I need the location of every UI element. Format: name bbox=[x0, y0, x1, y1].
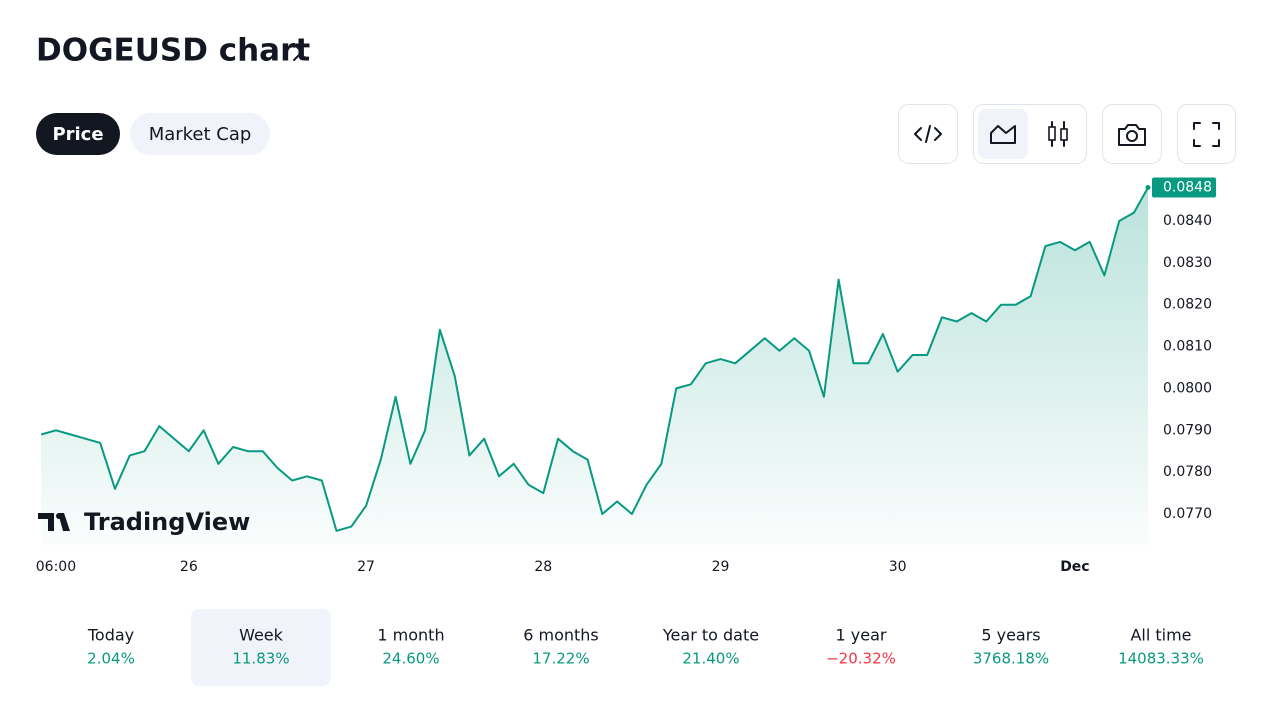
y-tick-label: 0.0820 bbox=[1163, 297, 1212, 313]
tab-background bbox=[36, 113, 120, 155]
y-tick-label: 0.0780 bbox=[1163, 464, 1212, 480]
tab-label[interactable]: Market Cap bbox=[149, 124, 252, 145]
candle-style-button[interactable] bbox=[1048, 121, 1068, 147]
last-point bbox=[1145, 185, 1151, 191]
stat-change[interactable]: 11.83% bbox=[232, 650, 289, 668]
y-tick-label: 0.0810 bbox=[1163, 339, 1212, 355]
tab[interactable]: Market Cap bbox=[130, 113, 270, 155]
stat-period[interactable]: 1 month bbox=[377, 626, 444, 645]
price-line bbox=[40, 187, 1149, 532]
stat-change[interactable]: −20.32% bbox=[826, 650, 896, 668]
watermark-text: TradingView bbox=[84, 508, 250, 536]
stat-change[interactable]: 3768.18% bbox=[973, 650, 1049, 668]
stat-period[interactable]: 5 years bbox=[981, 626, 1040, 645]
last-price-label: 0.0848 bbox=[1163, 180, 1212, 196]
x-tick-label: 29 bbox=[712, 559, 730, 575]
embed-button[interactable] bbox=[898, 104, 958, 164]
stat-period[interactable]: 6 months bbox=[523, 626, 599, 645]
x-tick-label: 28 bbox=[534, 559, 552, 575]
stat-change[interactable]: 17.22% bbox=[532, 650, 589, 668]
stat-period[interactable]: Week bbox=[239, 626, 284, 645]
tab[interactable]: Price bbox=[36, 113, 120, 155]
stat-item[interactable]: All time 14083.33% bbox=[1118, 626, 1204, 668]
x-tick-label: Dec bbox=[1060, 559, 1089, 575]
stat-item[interactable]: 1 year −20.32% bbox=[826, 626, 896, 668]
x-tick-label: 30 bbox=[889, 559, 907, 575]
tradingview-watermark: TradingView bbox=[38, 508, 250, 536]
watermark-logo bbox=[38, 513, 70, 531]
x-tick-label: 27 bbox=[357, 559, 375, 575]
chart-style-group bbox=[973, 104, 1087, 164]
x-tick-label: 26 bbox=[180, 559, 198, 575]
stat-change[interactable]: 14083.33% bbox=[1118, 650, 1204, 668]
stat-period[interactable]: Today bbox=[87, 626, 134, 645]
chart: 0.0770 0.0780 0.0790 0.0800 0.0810 0.0820 0.08… bbox=[36, 177, 1216, 575]
title-chevron[interactable] bbox=[293, 43, 303, 61]
y-tick-label: 0.0770 bbox=[1163, 506, 1212, 522]
y-tick-label: 0.0830 bbox=[1163, 255, 1212, 271]
performance-stats: Today 2.04% Week 11.83% 1 month 24.60% 6 month… bbox=[87, 609, 1204, 686]
y-tick-label: 0.0840 bbox=[1163, 213, 1212, 229]
stat-change[interactable]: 24.60% bbox=[382, 650, 439, 668]
tab-label[interactable]: Price bbox=[52, 124, 103, 145]
stat-period[interactable]: All time bbox=[1130, 626, 1191, 645]
watermark-logo-dot bbox=[56, 513, 62, 519]
stat-item[interactable]: Year to date 21.40% bbox=[662, 626, 759, 668]
tab-group: Price Market Cap bbox=[36, 113, 270, 155]
stat-item[interactable]: 6 months 17.22% bbox=[523, 626, 599, 668]
fullscreen-button[interactable] bbox=[1177, 104, 1236, 164]
stat-highlight bbox=[191, 609, 331, 686]
stat-period[interactable]: 1 year bbox=[836, 626, 887, 645]
stat-item[interactable]: 1 month 24.60% bbox=[377, 626, 444, 668]
page-title[interactable]: DOGEUSD chart bbox=[36, 33, 310, 69]
toolbar bbox=[898, 104, 1236, 164]
stat-item[interactable]: Today 2.04% bbox=[87, 626, 135, 668]
stat-period[interactable]: Year to date bbox=[662, 626, 759, 645]
area-style-button[interactable] bbox=[978, 109, 1028, 159]
x-tick-label: 06:00 bbox=[36, 559, 76, 575]
y-tick-label: 0.0790 bbox=[1163, 422, 1212, 438]
area-fill bbox=[41, 187, 1148, 545]
stat-item[interactable]: Week 11.83% bbox=[191, 609, 331, 686]
stat-change[interactable]: 2.04% bbox=[87, 650, 135, 668]
stat-change[interactable]: 21.40% bbox=[682, 650, 739, 668]
snapshot-button[interactable] bbox=[1102, 104, 1162, 164]
stat-item[interactable]: 5 years 3768.18% bbox=[973, 626, 1049, 668]
last-price-tag bbox=[1152, 177, 1216, 198]
y-tick-label: 0.0800 bbox=[1163, 380, 1212, 396]
tab-background bbox=[130, 113, 270, 155]
